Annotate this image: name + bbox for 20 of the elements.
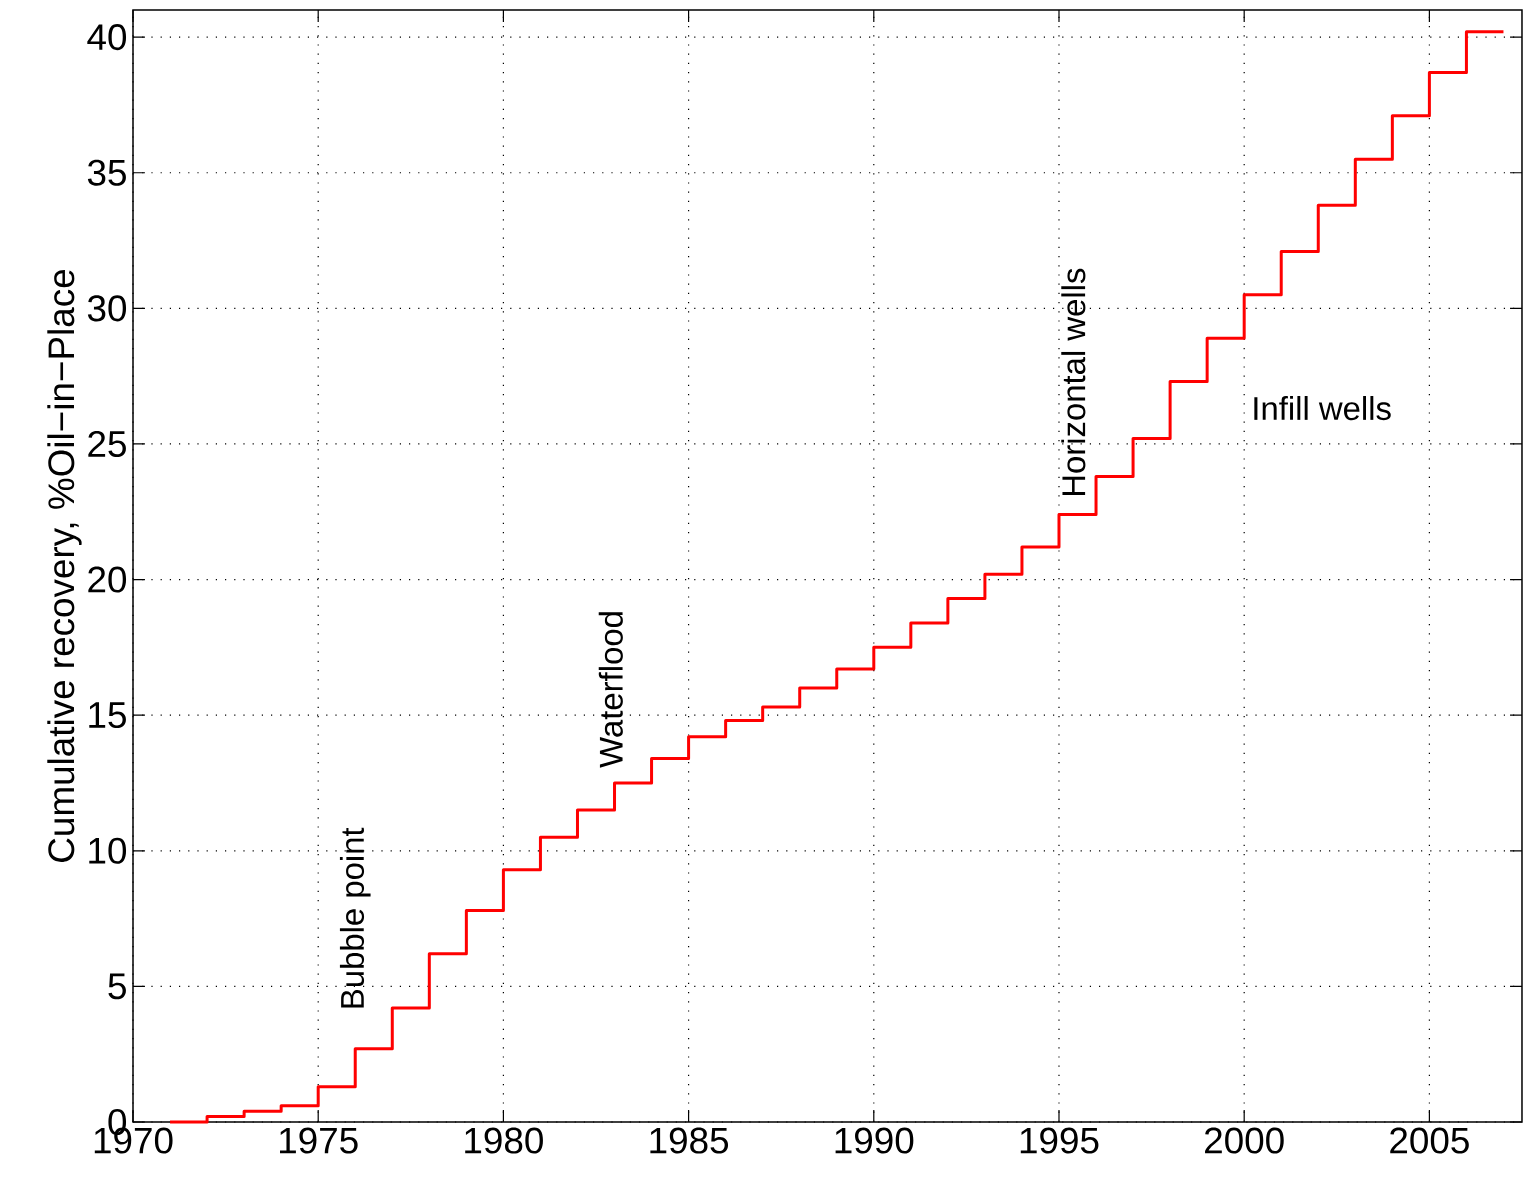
y-tick-label: 5 (108, 973, 126, 1000)
y-tick-label: 10 (89, 837, 127, 864)
y-tick-label: 40 (87, 24, 127, 51)
y-tick-label: 35 (87, 159, 126, 186)
annotation: Infill wells (1254, 396, 1391, 421)
annotation: Horizontal wells (1061, 268, 1086, 496)
y-tick-label: 20 (88, 566, 127, 593)
x-tick-label: 1995 (1020, 1127, 1099, 1154)
annotation: Waterflood (598, 612, 623, 768)
x-tick-label: 1975 (280, 1127, 358, 1154)
annotation: Bubble point (339, 827, 371, 1008)
x-tick-label: 1990 (835, 1127, 914, 1154)
x-tick-label: 1980 (465, 1127, 543, 1154)
x-tick-label: 2005 (1390, 1127, 1469, 1154)
x-tick-label: 1985 (650, 1127, 729, 1154)
y-tick-label: 30 (87, 295, 127, 322)
y-axis-title: Cumulative recovery, %Oil−in−Place (47, 270, 82, 862)
y-tick-label: 15 (89, 702, 126, 729)
y-tick-label: 25 (88, 430, 126, 457)
x-tick-label: 2000 (1205, 1127, 1284, 1154)
